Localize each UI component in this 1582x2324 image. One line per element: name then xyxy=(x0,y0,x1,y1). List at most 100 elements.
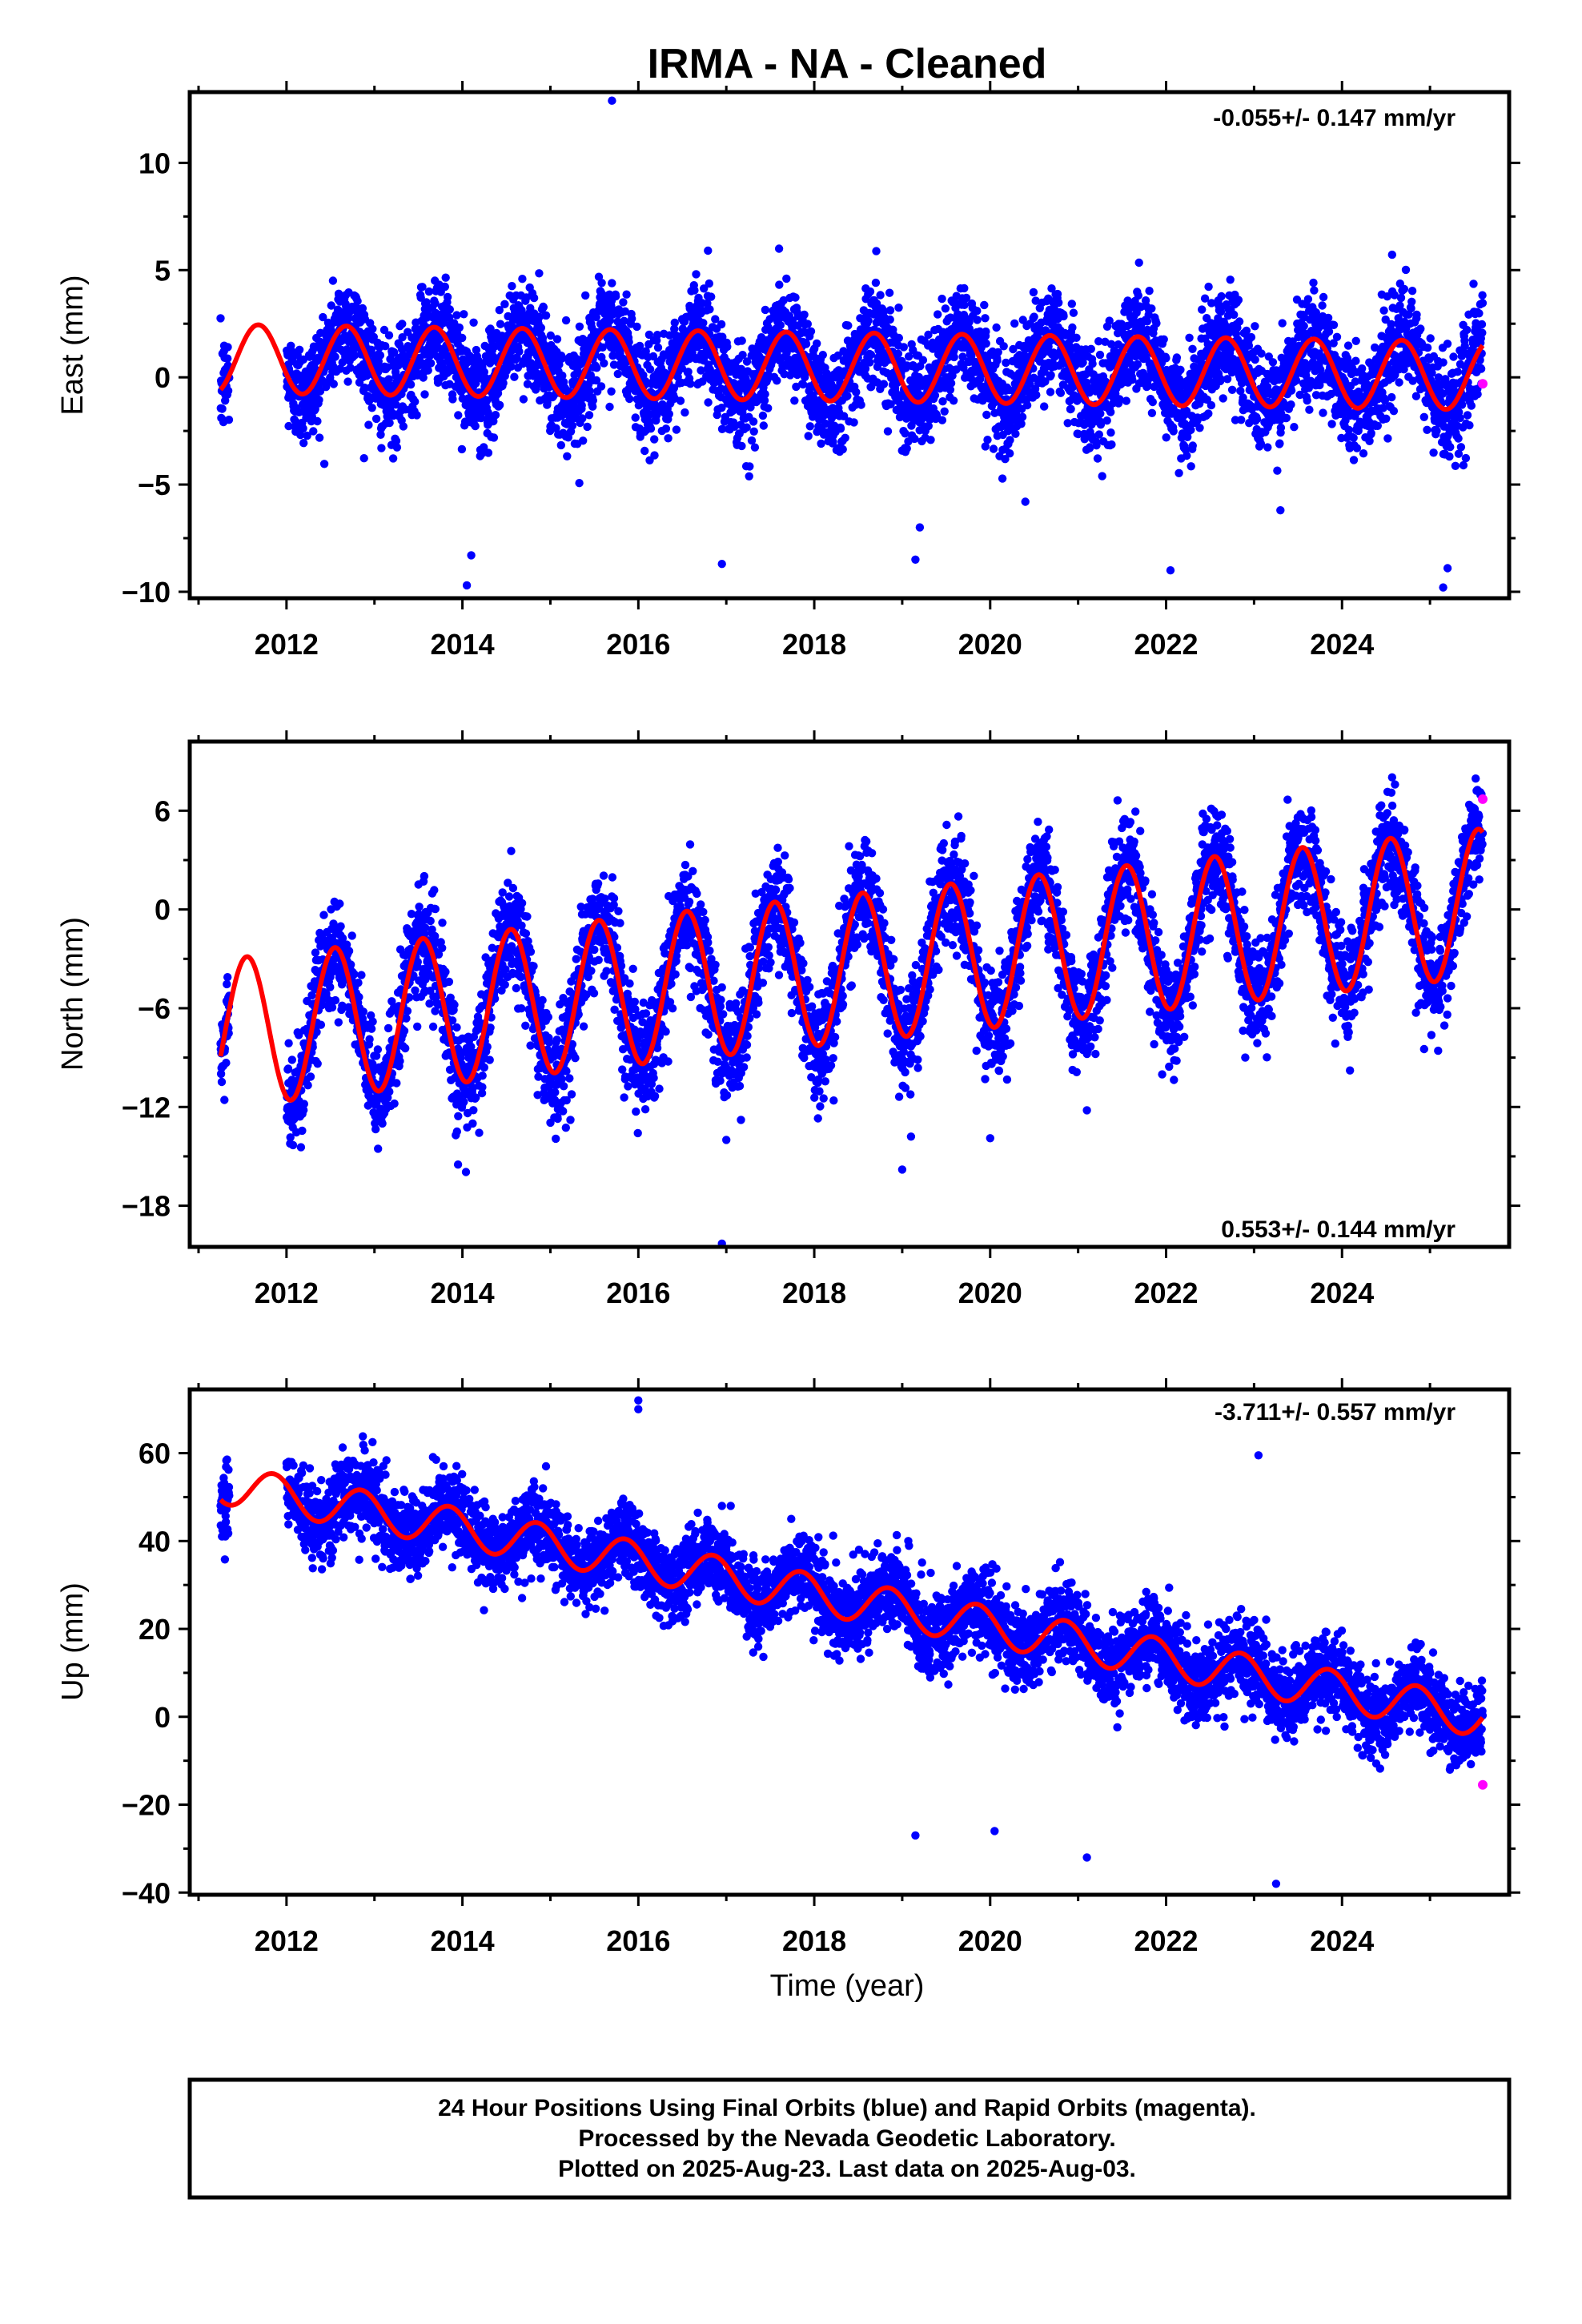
data-point xyxy=(420,390,429,399)
data-point xyxy=(804,432,813,440)
data-point xyxy=(452,311,461,320)
data-point xyxy=(1088,360,1097,368)
data-point xyxy=(1268,358,1278,367)
data-point xyxy=(224,416,234,424)
data-point xyxy=(750,443,760,452)
data-point xyxy=(597,279,606,287)
data-point xyxy=(1473,390,1482,399)
data-point xyxy=(1204,409,1213,418)
data-point xyxy=(535,269,544,278)
data-point xyxy=(441,273,450,282)
data-point xyxy=(999,342,1008,351)
data-point xyxy=(561,316,571,325)
data-point xyxy=(635,341,644,351)
data-point xyxy=(1252,415,1262,424)
data-point xyxy=(1107,440,1116,449)
data-point xyxy=(362,372,371,380)
data-point xyxy=(1067,300,1077,308)
data-point xyxy=(1445,452,1454,461)
data-point xyxy=(1147,304,1156,313)
data-point xyxy=(628,314,636,324)
data-point xyxy=(512,354,521,363)
data-point xyxy=(894,304,903,312)
data-point xyxy=(1092,441,1101,450)
data-point xyxy=(982,339,990,348)
data-point xyxy=(742,423,751,432)
data-point xyxy=(568,421,577,430)
data-point xyxy=(358,304,367,313)
data-point xyxy=(384,331,394,340)
data-point xyxy=(946,379,956,388)
data-point xyxy=(650,435,659,444)
data-point xyxy=(1395,378,1403,387)
data-point xyxy=(1429,448,1438,457)
data-point xyxy=(499,379,508,388)
data-point xyxy=(541,311,551,320)
data-point xyxy=(489,416,498,426)
data-point xyxy=(424,287,434,296)
data-point xyxy=(284,421,293,431)
data-point xyxy=(1134,258,1143,267)
data-point xyxy=(910,434,919,444)
data-point xyxy=(1389,407,1399,416)
data-point xyxy=(1432,426,1441,436)
data-point xyxy=(418,283,427,292)
data-point xyxy=(791,293,800,302)
data-point xyxy=(1237,416,1246,424)
data-point xyxy=(364,420,373,429)
data-point xyxy=(836,424,845,433)
data-point xyxy=(522,293,531,302)
data-point xyxy=(650,451,659,460)
data-point xyxy=(838,444,847,454)
data-point xyxy=(1172,353,1182,362)
data-point xyxy=(1188,441,1198,450)
data-point xyxy=(440,282,449,292)
data-point xyxy=(1195,424,1204,432)
data-point xyxy=(1343,341,1353,350)
data-point xyxy=(1040,402,1049,411)
data-point xyxy=(515,347,524,356)
data-point xyxy=(661,424,671,433)
data-point xyxy=(457,444,467,454)
data-point xyxy=(575,479,584,488)
data-point xyxy=(579,436,588,445)
data-point xyxy=(801,340,811,348)
data-point xyxy=(343,377,352,386)
data-point xyxy=(1011,429,1020,438)
data-point xyxy=(411,397,420,406)
data-point xyxy=(371,414,381,424)
data-point xyxy=(973,316,982,324)
data-point xyxy=(813,339,821,348)
data-point xyxy=(558,353,567,363)
data-point xyxy=(368,324,377,333)
data-point xyxy=(1159,335,1168,344)
data-point xyxy=(960,300,969,309)
data-point xyxy=(445,305,454,314)
data-point xyxy=(1276,423,1286,432)
data-point xyxy=(980,300,989,310)
data-point xyxy=(1217,292,1226,301)
data-point xyxy=(316,328,325,337)
data-point xyxy=(1030,312,1038,321)
data-point xyxy=(539,303,548,312)
data-point xyxy=(313,416,322,426)
data-point xyxy=(871,278,881,287)
data-point xyxy=(1349,456,1359,464)
data-point xyxy=(622,290,631,299)
data-point xyxy=(737,336,746,345)
data-point xyxy=(1186,425,1195,434)
data-point xyxy=(993,356,1002,365)
data-point xyxy=(849,418,858,427)
data-point xyxy=(885,306,895,315)
east-panel: East (mm) 2012 2014 2016 2018 2020 2022 2024−1… xyxy=(56,81,1520,661)
data-point xyxy=(653,343,663,352)
data-point xyxy=(982,410,991,420)
data-point xyxy=(359,454,368,463)
data-point xyxy=(350,351,359,360)
data-point xyxy=(303,431,311,440)
data-point xyxy=(1291,376,1301,385)
data-point xyxy=(443,292,452,302)
data-point xyxy=(592,376,601,385)
data-point xyxy=(1426,334,1435,343)
